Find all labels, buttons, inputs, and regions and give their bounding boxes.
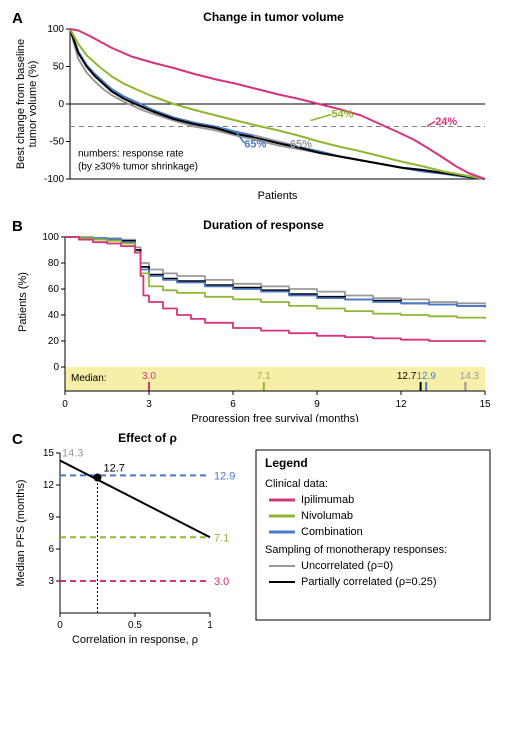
svg-text:0.5: 0.5 [128,620,142,631]
svg-text:12.9: 12.9 [416,371,436,382]
svg-text:65%: 65% [244,139,266,151]
svg-text:12.7: 12.7 [104,463,125,475]
svg-text:6: 6 [230,399,236,410]
svg-text:100: 100 [47,24,64,35]
svg-text:Legend: Legend [265,456,308,470]
svg-text:3: 3 [48,576,54,587]
svg-text:15: 15 [479,399,491,410]
figure-container: A Change in tumor volume -100-5005010024… [10,10,497,656]
svg-text:9: 9 [48,512,54,523]
svg-text:3: 3 [146,399,152,410]
legend-box: Legend Clinical data: Ipilimumab Nivolumab C… [255,449,493,624]
svg-text:Best change from baseline: Best change from baseline [15,39,27,169]
svg-text:3.0: 3.0 [142,371,156,382]
svg-text:9: 9 [314,399,320,410]
svg-text:24%: 24% [435,116,457,128]
svg-text:numbers: response rate: numbers: response rate [78,149,184,160]
svg-text:12: 12 [395,399,407,410]
panel-a-title: Change in tumor volume [10,10,497,24]
svg-text:Patients (%): Patients (%) [17,272,29,332]
svg-text:12.7: 12.7 [397,371,417,382]
svg-text:0: 0 [57,620,63,631]
svg-text:14.3: 14.3 [62,447,83,459]
svg-text:7.1: 7.1 [257,371,271,382]
svg-text:6: 6 [48,544,54,555]
svg-text:1: 1 [207,620,213,631]
panel-b-chart: 0 20 40 60 80 100 0 3 6 9 12 15 Median: 3.0 7.1 12.712.… [10,232,497,422]
svg-text:Progression free survival (mon: Progression free survival (months) [191,413,359,422]
panel-c-row: C Effect of ρ 3 6 9 12 15 0 0.5 1 3.0 7.1 12.9 14.3… [10,431,497,656]
svg-text:Median PFS (months): Median PFS (months) [15,480,27,587]
panel-b: B Duration of response 0 20 40 60 80 100 0 3 6 9 1… [10,218,497,423]
panel-b-title: Duration of response [10,218,497,232]
svg-text:Uncorrelated (ρ=0): Uncorrelated (ρ=0) [301,560,393,572]
svg-text:Sampling of monotherapy respon: Sampling of monotherapy responses: [265,544,447,556]
svg-text:65%: 65% [290,139,312,151]
panel-c-chart: 3 6 9 12 15 0 0.5 1 3.0 7.1 12.9 14.3 12.7 Median PFS… [10,445,255,650]
svg-text:Ipilimumab: Ipilimumab [301,494,354,506]
svg-text:-50: -50 [50,137,65,148]
svg-text:Nivolumab: Nivolumab [301,510,353,522]
svg-text:Correlation in response, ρ: Correlation in response, ρ [72,634,198,646]
svg-text:Patients: Patients [258,190,298,202]
svg-text:0: 0 [58,99,64,110]
svg-text:15: 15 [43,448,55,459]
svg-text:Median:: Median: [71,373,107,384]
svg-text:14.3: 14.3 [460,371,480,382]
svg-text:7.1: 7.1 [214,532,229,544]
svg-text:12: 12 [43,480,55,491]
svg-text:-100: -100 [44,174,64,185]
panel-a-label: A [12,10,23,27]
svg-text:tumor volume (%): tumor volume (%) [27,61,39,148]
svg-text:20: 20 [48,336,60,347]
panel-a-chart: -100 -50 0 50 100 24% 54% 65% 65% numbers: respon… [10,24,497,209]
svg-text:0: 0 [62,399,68,410]
panel-b-label: B [12,218,23,235]
svg-text:80: 80 [48,258,60,269]
panel-c-label: C [12,431,23,448]
svg-text:(by ≥30% tumor shrinkage): (by ≥30% tumor shrinkage) [78,162,198,173]
svg-text:12.9: 12.9 [214,470,235,482]
svg-text:50: 50 [53,62,65,73]
panel-c-title: Effect of ρ [10,431,255,445]
panel-a: A Change in tumor volume -100 -50 0 50 100 24… [10,10,497,210]
svg-text:40: 40 [48,310,60,321]
svg-text:54%: 54% [331,109,353,121]
svg-text:Partially correlated (ρ=0.25: Partially correlated (ρ=0.25) [301,576,437,588]
svg-text:Combination: Combination [301,526,363,538]
svg-text:3.0: 3.0 [214,576,229,588]
svg-text:60: 60 [48,284,60,295]
svg-text:Clinical data:: Clinical data: [265,478,328,490]
svg-text:100: 100 [42,232,59,243]
svg-text:0: 0 [53,362,59,373]
